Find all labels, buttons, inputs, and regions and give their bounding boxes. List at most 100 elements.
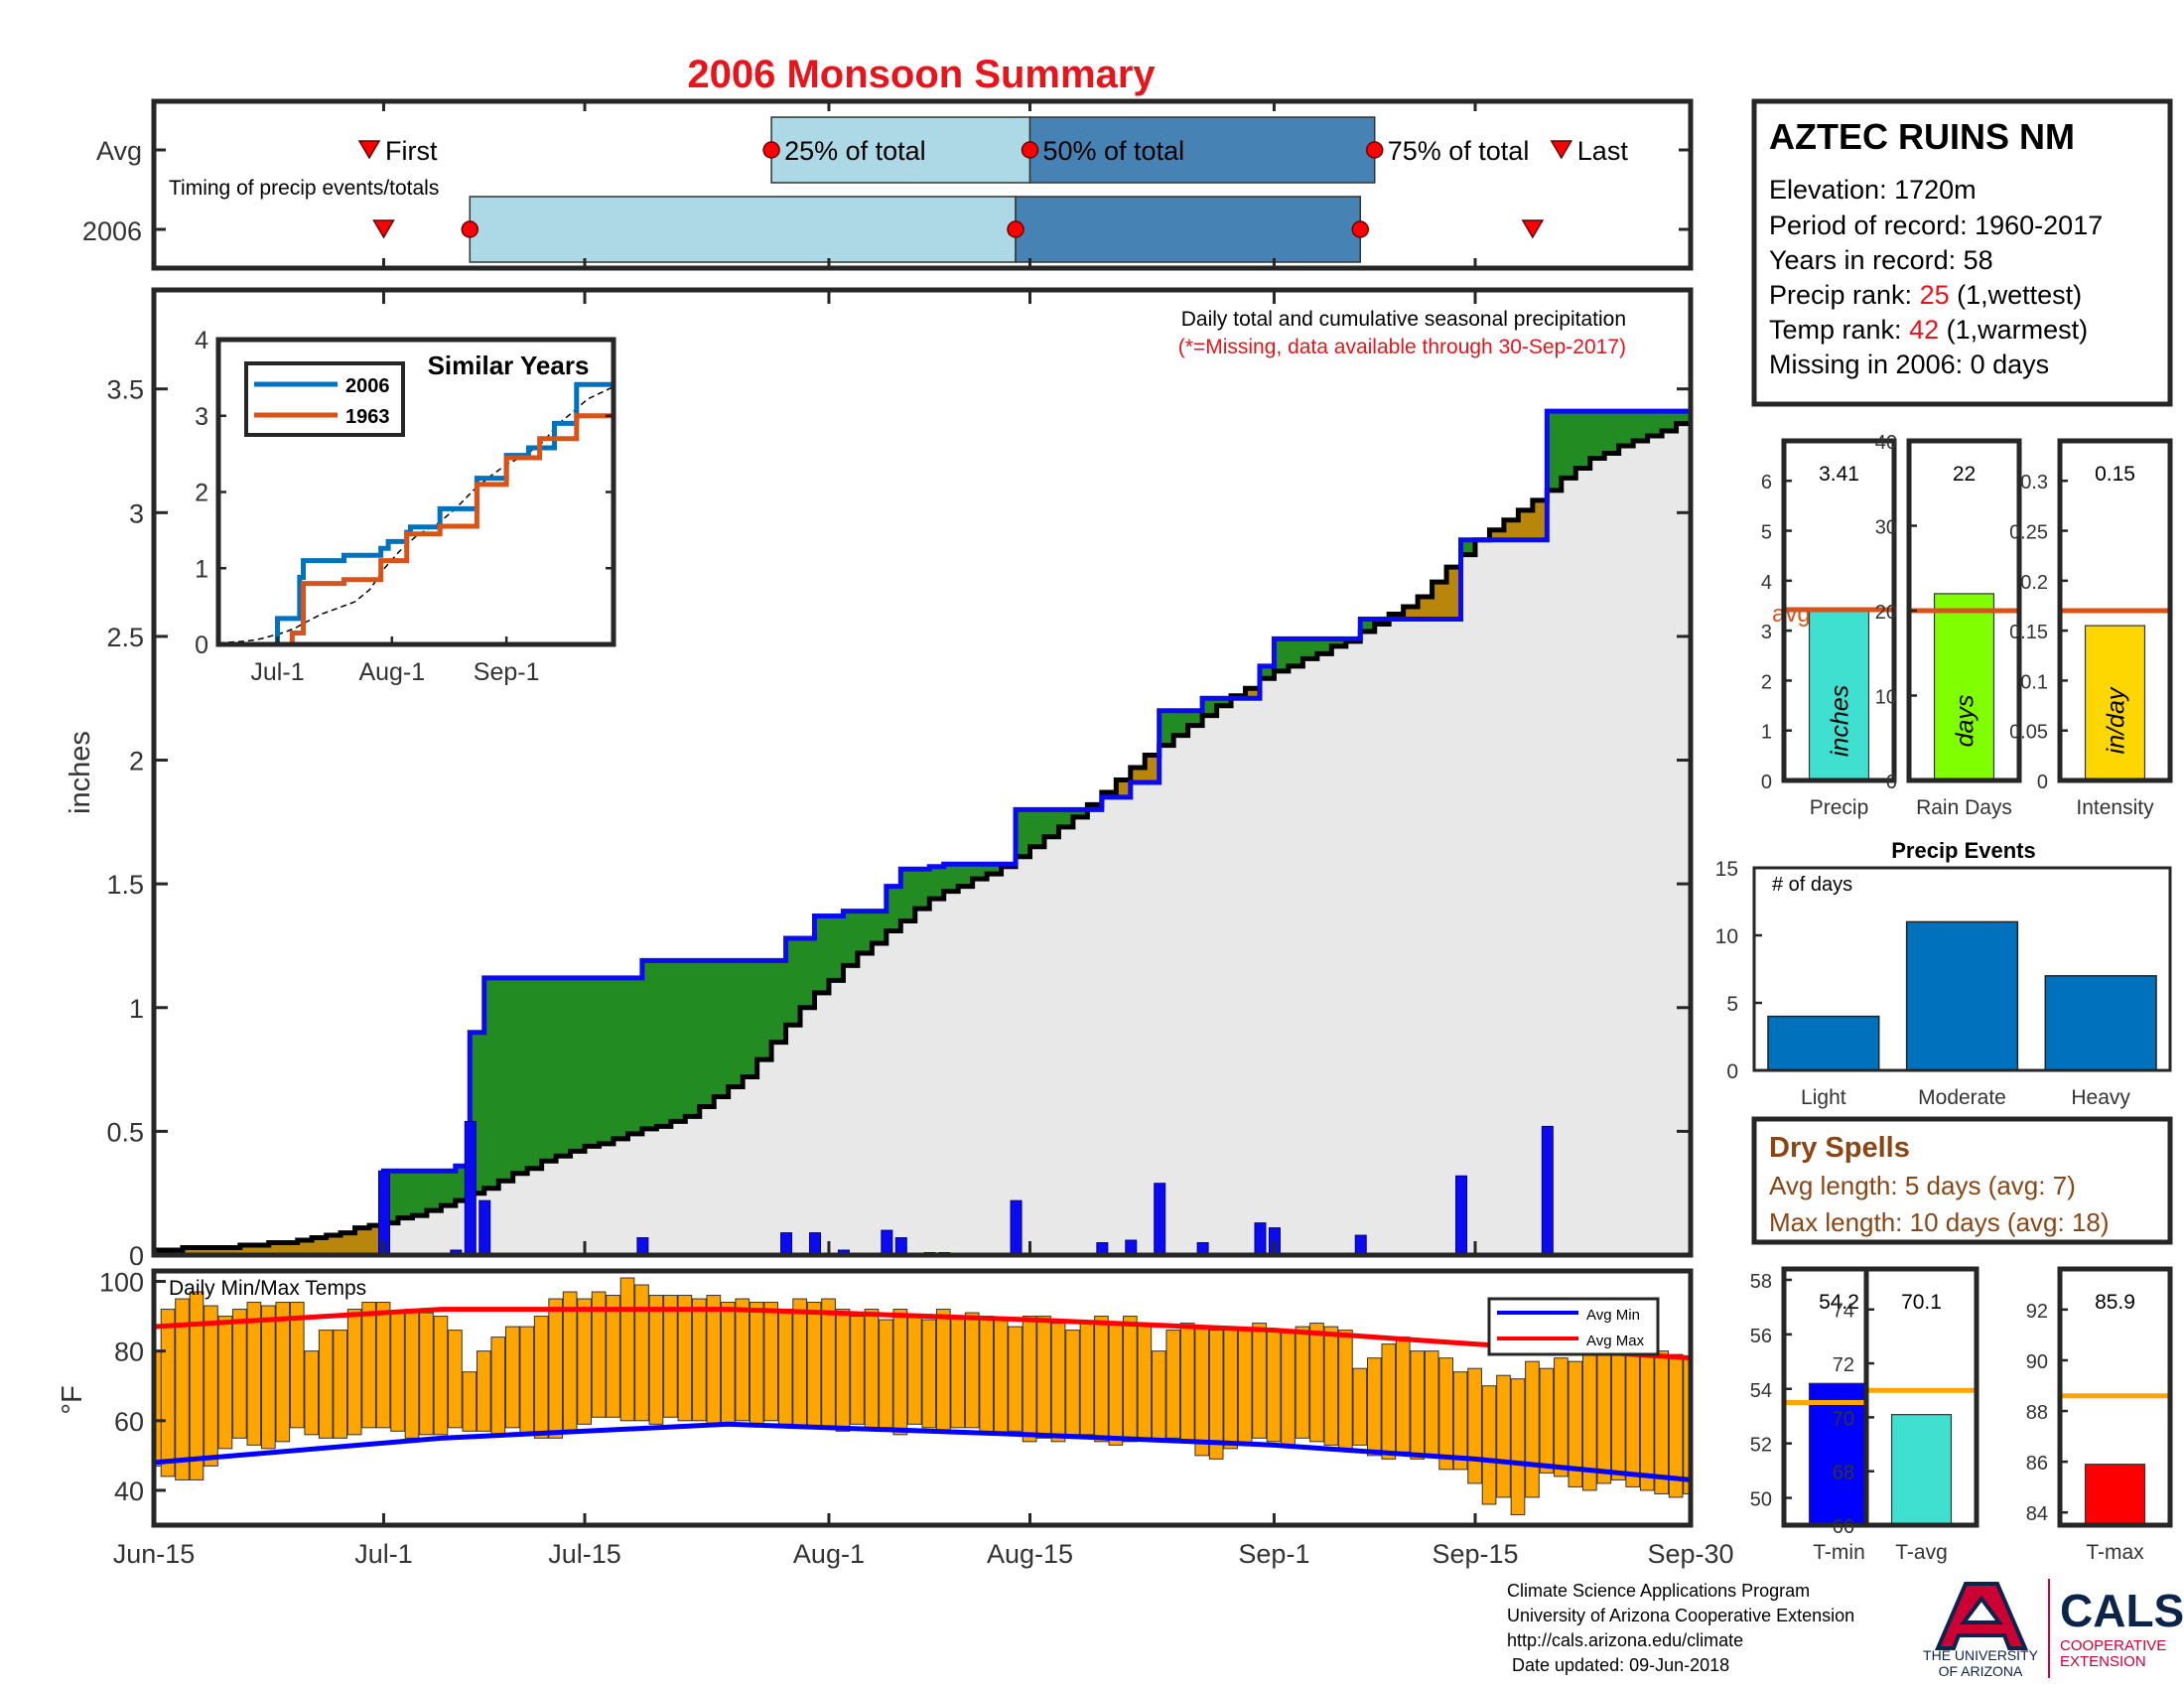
daily-temp-bar: [217, 1316, 233, 1450]
timing-label-p75: 75% of total: [1388, 136, 1530, 166]
daily-temp-bar: [390, 1312, 405, 1432]
daily-temp-bar: [1424, 1350, 1439, 1457]
stat-xlabel: T-min: [1813, 1541, 1865, 1564]
avg-50-75-bar: [1028, 116, 1376, 184]
xtick-label: Sep-1: [1238, 1539, 1309, 1569]
daily-temp-bar: [1323, 1326, 1339, 1446]
daily-precip-bar: [1010, 1199, 1023, 1256]
main-ytick-label: 1.5: [106, 870, 144, 900]
above-avg-fill: [1072, 809, 1088, 817]
daily-temp-bar: [1481, 1385, 1497, 1505]
daily-temp-bar: [706, 1295, 722, 1425]
station-elevation: Elevation: 1720m: [1769, 175, 1977, 205]
daily-temp-bar: [792, 1298, 807, 1429]
above-avg-fill: [512, 977, 528, 1174]
ua-logo-line2: OF ARIZONA: [1939, 1663, 2023, 1679]
y2006-50-75-bar: [1015, 196, 1362, 263]
stat-ytick-label: 70: [1833, 1408, 1854, 1430]
above-avg-fill: [1589, 411, 1605, 459]
below-avg-fill: [1130, 768, 1146, 782]
daily-temp-bar: [404, 1309, 420, 1439]
daily-temp-bar: [548, 1298, 564, 1439]
temp-stats-t-avg-panel: 70.1 66 68 70 72 74 T-avg: [1833, 1266, 1979, 1564]
daily-temp-bar: [1165, 1330, 1181, 1439]
inset-title: Similar Years: [428, 351, 590, 380]
daily-temp-bar: [232, 1309, 247, 1439]
dry-spells-avg-length: Avg length: 5 days (avg: 7): [1769, 1171, 2076, 1200]
above-avg-fill: [800, 937, 816, 1008]
above-avg-fill: [1288, 638, 1303, 666]
stat-bar: [2084, 1464, 2146, 1526]
above-avg-fill: [1159, 710, 1174, 746]
temps-ylabel: °F: [57, 1385, 88, 1414]
avg-cumulative-area: [154, 418, 1691, 1256]
station-temp-rank: Temp rank: 42 (1,warmest): [1769, 315, 2088, 345]
main-ytick-label: 0: [129, 1241, 144, 1271]
stat-ytick-label: 84: [2026, 1503, 2048, 1525]
daily-temp-bar: [1179, 1323, 1195, 1443]
daily-temp-bar: [577, 1298, 592, 1425]
above-avg-fill: [1647, 411, 1663, 437]
stat-ytick-label: 0.05: [2009, 722, 2048, 744]
above-avg-fill: [656, 960, 672, 1127]
daily-temp-bar: [720, 1302, 736, 1425]
above-avg-fill: [929, 866, 945, 900]
temps-ytick-label: 60: [114, 1407, 144, 1437]
daily-temp-bar: [677, 1295, 693, 1422]
stat-ytick-label: 0: [1886, 772, 1897, 793]
above-avg-fill: [900, 869, 916, 921]
precip-stats-intensity-panel: in/day 0.15 0 0.05 0.1 0.15 0.2 0.25 0.3 Intensit…: [2009, 438, 2173, 819]
below-avg-fill: [225, 1247, 241, 1255]
events-category-label: Light: [1801, 1086, 1846, 1109]
xtick-label: Aug-15: [987, 1539, 1073, 1569]
temps-legend: [1487, 1297, 1660, 1356]
above-avg-fill: [1547, 411, 1563, 491]
stat-ytick-label: 10: [1875, 687, 1897, 709]
main-ytick-label: 0.5: [106, 1117, 144, 1147]
daily-temp-bar: [1065, 1330, 1080, 1436]
station-years: Years in record: 58: [1769, 245, 1993, 275]
daily-temp-bar: [533, 1316, 549, 1439]
stat-xlabel: Intensity: [2076, 796, 2154, 819]
stat-ytick-label: 86: [2026, 1453, 2048, 1475]
stat-ytick-label: 0.15: [2009, 622, 2048, 643]
daily-temp-bar: [1050, 1323, 1066, 1443]
above-avg-fill: [397, 1171, 414, 1218]
daily-temp-bar: [1108, 1323, 1124, 1446]
above-avg-fill: [1662, 411, 1678, 432]
footer-url: http://cals.arizona.edu/climate: [1507, 1630, 1743, 1650]
daily-temp-bar: [562, 1291, 578, 1432]
daily-temp-bar: [1610, 1350, 1626, 1480]
above-avg-fill: [1016, 809, 1031, 857]
main-plot-frame: [151, 287, 1694, 1258]
stat-xlabel: Precip: [1810, 796, 1869, 819]
above-avg-fill: [556, 977, 572, 1157]
legend-1963-label: 1963: [345, 406, 390, 428]
y2006-p50-marker: [1007, 220, 1024, 238]
daily-temp-bar: [648, 1295, 664, 1425]
daily-temp-bar: [289, 1302, 305, 1429]
daily-temp-bar: [433, 1316, 449, 1436]
daily-temp-bar: [864, 1309, 880, 1429]
daily-precip-bar: [636, 1237, 649, 1256]
stat-ytick-label: 74: [1833, 1301, 1854, 1323]
above-avg-fill: [599, 977, 614, 1144]
legend-avg-max-label: Avg Max: [1586, 1333, 1645, 1349]
stat-ytick-label: 56: [1750, 1326, 1772, 1347]
events-bar-heavy: [2044, 975, 2157, 1071]
inset-ytick-label: 1: [195, 555, 208, 583]
daily-temp-bar: [1295, 1326, 1310, 1439]
dry-spells-title: Dry Spells: [1769, 1132, 1910, 1164]
daily-temp-bar: [1568, 1360, 1583, 1487]
below-avg-fill: [1532, 499, 1548, 540]
events-ytick-label: 10: [1715, 925, 1738, 948]
above-avg-fill: [570, 977, 586, 1152]
daily-temp-bar: [1366, 1357, 1382, 1457]
daily-temp-bar: [246, 1302, 262, 1446]
events-title: Precip Events: [1891, 838, 2036, 863]
above-avg-fill: [1043, 809, 1060, 837]
above-avg-fill: [585, 977, 601, 1147]
below-avg-fill: [1446, 567, 1462, 620]
daily-precip-bar: [808, 1232, 821, 1256]
above-avg-fill: [857, 911, 873, 953]
